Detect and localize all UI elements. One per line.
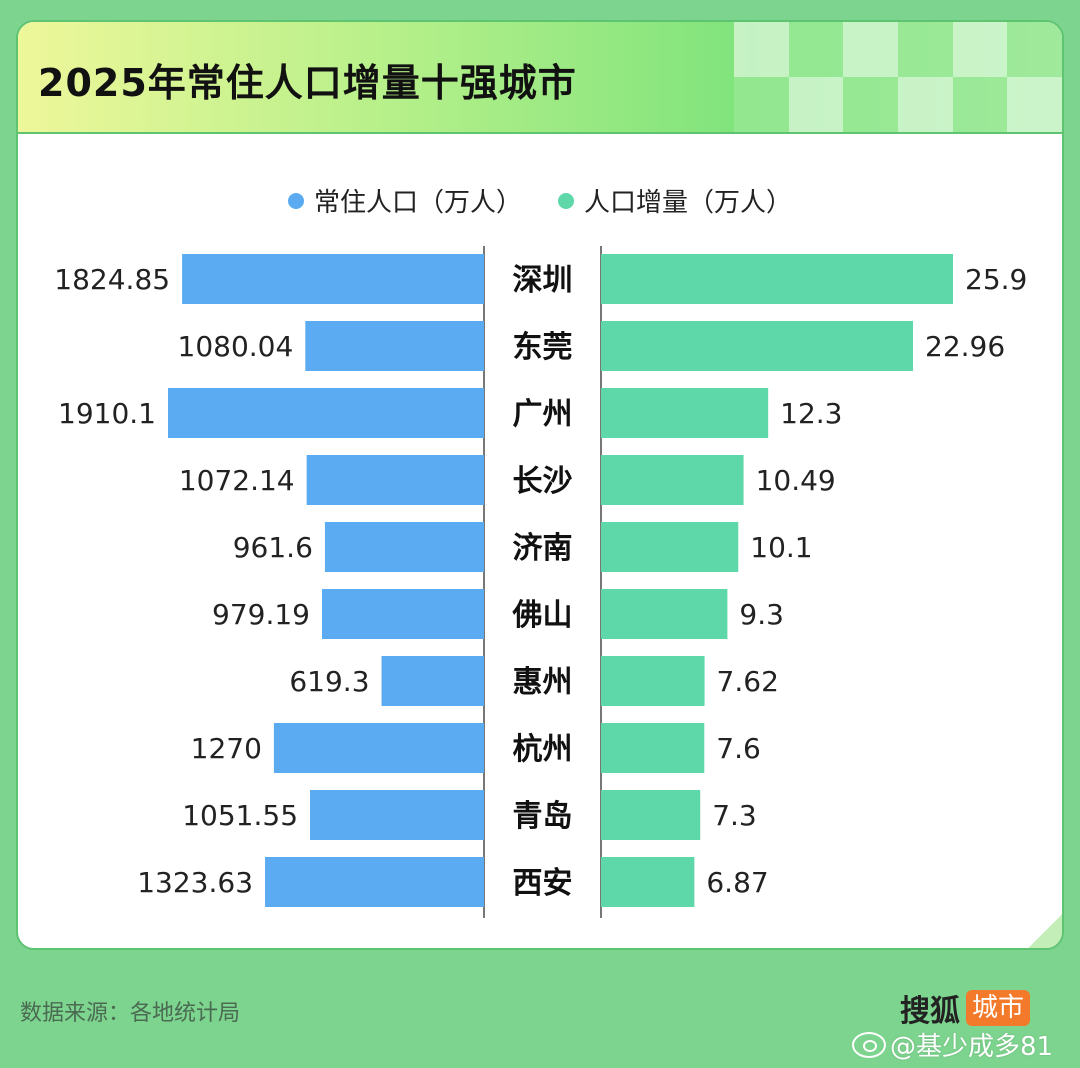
label-increase: 10.1 [750,531,812,564]
label-increase: 6.87 [706,866,768,899]
bar-population [322,589,484,639]
city-label: 佛山 [512,598,573,633]
chart-title: 2025年常住人口增量十强城市 [38,61,577,105]
label-increase: 10.49 [756,464,836,497]
weibo-icon [852,1031,886,1058]
label-population: 1080.04 [178,330,294,363]
label-increase: 12.3 [780,397,842,430]
legend: 常住人口（万人） 人口增量（万人） [18,182,1062,219]
bar-population [305,321,484,371]
bar-increase [601,388,769,438]
label-increase: 25.9 [965,263,1027,296]
label-increase: 7.6 [716,732,761,765]
page-curl-decoration [1026,912,1062,948]
label-population: 619.3 [289,665,369,698]
brand-tag: 城市 [966,990,1031,1026]
legend-label-increase: 人口增量（万人） [584,188,793,218]
city-label: 惠州 [513,665,573,700]
legend-label-population: 常住人口（万人） [313,188,522,218]
bar-increase [601,589,728,639]
bar-population [265,857,484,907]
checker-decoration [734,22,1062,132]
label-population: 1323.63 [137,866,253,899]
city-label: 济南 [513,531,573,566]
brand-name: 搜狐 [900,994,960,1029]
label-population: 1072.14 [179,464,295,497]
bar-increase [601,522,739,572]
butterfly-bar-chart: 1824.85 25.9 深圳 1080.04 22.96 东莞 1910.1 12.3 广州 1… [54,246,1027,918]
city-label: 西安 [513,866,573,901]
legend-dot-population [287,192,304,209]
bar-increase [601,254,953,304]
bar-increase [601,656,705,706]
city-label: 深圳 [513,263,573,298]
label-increase: 7.3 [712,799,757,832]
bar-increase [601,455,744,505]
watermark: @基少成多81 [852,1026,1053,1063]
bar-increase [601,321,914,371]
bar-population [324,522,484,572]
legend-item-increase: 人口增量（万人） [558,182,792,219]
label-population: 1270 [191,732,262,765]
label-population: 961.6 [233,531,313,564]
city-label: 杭州 [513,732,573,767]
city-label: 长沙 [513,464,573,499]
label-increase: 22.96 [925,330,1005,363]
legend-dot-increase [558,192,574,209]
label-population: 1051.55 [182,799,298,832]
label-increase: 7.62 [717,665,779,698]
legend-item-population: 常住人口（万人） [287,182,522,219]
bar-population [168,388,484,438]
bar-population [381,656,484,706]
bar-increase [601,790,701,840]
chart-card: 2025年常住人口增量十强城市 常住人口（万人） 人口增量（万人） 1824.8… [16,20,1064,950]
label-population: 1824.85 [54,263,170,296]
bar-population [273,723,484,773]
bar-population [306,455,484,505]
label-increase: 9.3 [739,598,784,631]
data-source-note: 数据来源：各地统计局 [20,1001,241,1026]
city-label: 广州 [513,397,573,432]
bar-population [182,254,484,304]
bar-population [310,790,484,840]
city-label: 青岛 [513,799,573,834]
label-population: 1910.1 [58,397,156,430]
bar-increase [601,723,705,773]
city-label: 东莞 [513,330,573,365]
header-banner: 2025年常住人口增量十强城市 [18,22,1062,134]
watermark-text: @基少成多81 [890,1032,1054,1062]
bar-increase [601,857,695,907]
label-population: 979.19 [212,598,310,631]
brand-logo: 搜狐 城市 [900,990,1031,1029]
